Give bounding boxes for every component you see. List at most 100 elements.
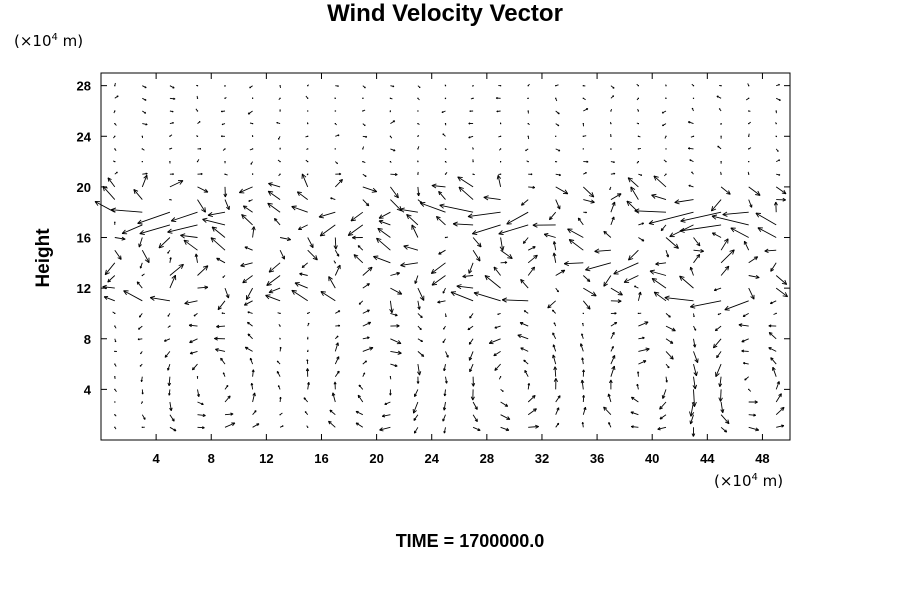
wind-vector-head — [180, 264, 184, 269]
wind-vector-head — [583, 395, 586, 398]
wind-vector — [690, 300, 722, 308]
wind-vector — [94, 201, 116, 213]
wind-vector — [431, 262, 446, 274]
wind-vector-head — [267, 202, 273, 205]
wind-vector — [680, 211, 722, 222]
wind-vector-head — [376, 237, 382, 240]
wind-vector-head — [301, 265, 304, 268]
wind-vector-head — [338, 310, 341, 313]
vector-field — [94, 82, 788, 437]
wind-vector-head — [220, 135, 223, 137]
wind-vector — [714, 287, 722, 291]
wind-vector — [362, 199, 370, 207]
wind-vector-head — [255, 410, 257, 413]
wind-vector-head — [520, 202, 524, 206]
wind-vector-head — [719, 108, 721, 110]
wind-vector — [291, 289, 308, 302]
wind-vector-head — [240, 265, 245, 268]
wind-vector — [764, 249, 777, 252]
wind-vector-head — [692, 385, 696, 390]
wind-vector-head — [189, 351, 193, 354]
wind-vector-head — [676, 243, 679, 249]
wind-vector — [334, 356, 340, 365]
wind-vector — [414, 389, 419, 397]
wind-vector — [583, 199, 595, 203]
y-tick-label: 28 — [77, 79, 91, 94]
wind-vector-dot — [610, 110, 612, 112]
wind-vector-head — [533, 254, 538, 257]
wind-vector-head — [674, 199, 680, 203]
wind-vector — [610, 193, 622, 200]
wind-vector — [662, 389, 667, 399]
wind-vector — [568, 239, 584, 251]
wind-vector-head — [567, 228, 571, 234]
wind-vector-dot — [224, 97, 226, 99]
wind-vector — [123, 290, 143, 302]
wind-vector-head — [755, 429, 759, 432]
wind-vector — [104, 262, 116, 275]
wind-vector-head — [553, 344, 556, 347]
wind-vector — [456, 285, 474, 289]
wind-vector-head — [456, 284, 462, 287]
wind-vector — [613, 262, 639, 275]
wind-vector-head — [673, 246, 679, 249]
wind-vector-head — [714, 328, 717, 331]
wind-vector-head — [243, 302, 247, 306]
wind-vector-head — [780, 406, 785, 409]
wind-vector-head — [398, 340, 402, 344]
wind-vector-head — [657, 427, 661, 430]
wind-vector-head — [138, 244, 142, 248]
wind-vector-head — [191, 367, 194, 371]
wind-vector-head — [552, 332, 555, 335]
wind-vector-head — [246, 296, 251, 300]
wind-vector-head — [479, 242, 482, 248]
wind-vector-head — [365, 360, 368, 363]
wind-vector — [141, 249, 150, 263]
wind-vector-dot — [775, 110, 777, 112]
wind-vector-head — [628, 258, 634, 261]
wind-vector-head — [248, 199, 250, 202]
wind-vector-head — [144, 259, 150, 264]
wind-vector-dot — [500, 376, 502, 378]
wind-vector-head — [334, 381, 337, 385]
wind-vector-head — [199, 121, 201, 123]
wind-vector-head — [416, 381, 419, 384]
wind-vector-head — [652, 277, 658, 280]
wind-vector-head — [210, 237, 214, 243]
wind-vector-dot — [665, 97, 667, 99]
wind-vector-head — [583, 369, 586, 373]
wind-vector-head — [103, 296, 108, 300]
wind-vector-head — [617, 299, 622, 302]
wind-vector-head — [117, 257, 122, 260]
wind-vector-head — [690, 266, 694, 270]
wind-vector — [522, 237, 529, 244]
wind-vector-head — [544, 233, 549, 235]
wind-vector-dot — [665, 135, 667, 137]
wind-vector-head — [603, 230, 608, 233]
wind-vector-dot — [169, 148, 171, 150]
wind-vector-head — [691, 402, 695, 407]
wind-vector-head — [379, 427, 383, 431]
wind-vector-head — [770, 267, 772, 272]
wind-vector — [244, 300, 253, 306]
wind-vector-head — [769, 301, 773, 304]
wind-vector-head — [318, 213, 324, 218]
wind-vector — [493, 266, 501, 276]
wind-vector-head — [372, 187, 378, 193]
wind-vector — [775, 287, 788, 298]
wind-vector-dot — [720, 135, 722, 137]
wind-vector — [506, 211, 529, 225]
wind-vector — [102, 286, 115, 289]
wind-vector-head — [533, 395, 536, 399]
wind-vector-head — [352, 235, 356, 239]
wind-vector — [301, 173, 309, 188]
wind-vector-head — [722, 408, 725, 413]
wind-vector-head — [690, 303, 695, 308]
wind-vector-head — [102, 284, 107, 288]
wind-vector-dot — [334, 123, 336, 125]
wind-vector-dot — [252, 148, 254, 150]
wind-vector — [268, 262, 281, 273]
wind-vector-head — [655, 263, 660, 266]
wind-vector-head — [158, 243, 162, 249]
wind-vector-head — [755, 212, 760, 218]
